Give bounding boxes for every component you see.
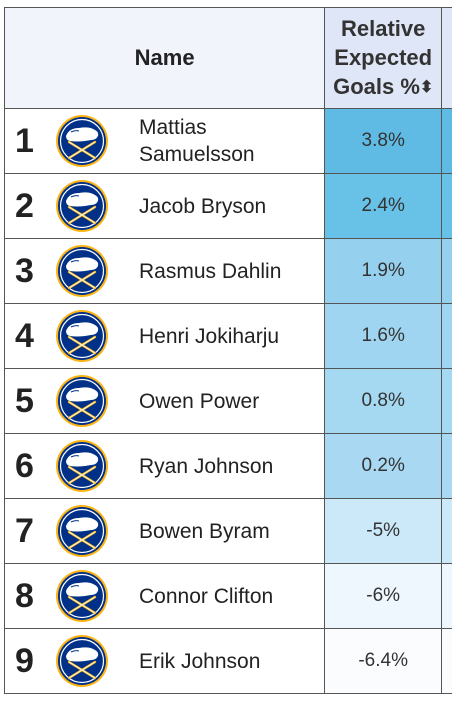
relative-expected-goals-value: 3.8% [324, 108, 443, 174]
player-rank: 9 [15, 641, 34, 680]
next-column-cell-partial [441, 303, 452, 369]
player-name-block[interactable]: Bowen Byram [139, 518, 270, 545]
player-rank: 8 [15, 576, 34, 615]
next-column-cell-partial [441, 498, 452, 564]
table-row[interactable]: 9 Erik Johnson -6.4% [3, 628, 452, 694]
player-name: Bowen Byram [139, 519, 270, 543]
player-name-block[interactable]: Connor Clifton [139, 583, 273, 610]
table-row[interactable]: 4 Henri Jokiharju 1.6% [3, 303, 452, 369]
player-cell: 6 Ryan Johnson [3, 433, 326, 499]
next-column-cell-partial [441, 433, 452, 499]
player-name-block[interactable]: Henri Jokiharju [139, 323, 279, 350]
player-cell: 9 Erik Johnson [3, 628, 326, 694]
player-rank: 4 [15, 316, 34, 355]
player-name: Rasmus Dahlin [139, 259, 282, 283]
metric-label-line3: Goals % [333, 73, 420, 99]
player-cell: 1 Mattias Samuelsson [3, 108, 326, 174]
player-rank: 6 [15, 446, 34, 485]
relative-expected-goals-column-header[interactable]: Relative Expected Goals %⬍ [324, 7, 443, 109]
buffalo-sabres-logo-icon [55, 244, 109, 298]
player-rank: 3 [15, 251, 34, 290]
buffalo-sabres-logo-icon [55, 504, 109, 558]
player-rank: 2 [15, 186, 34, 225]
player-rank: 1 [15, 121, 34, 160]
buffalo-sabres-logo-icon [55, 309, 109, 363]
relative-expected-goals-value: -5% [324, 498, 443, 564]
table-row[interactable]: 8 Connor Clifton -6% [3, 563, 452, 629]
buffalo-sabres-logo-icon [55, 439, 109, 493]
buffalo-sabres-logo-icon [55, 374, 109, 428]
next-column-cell-partial [441, 368, 452, 434]
sort-icon[interactable]: ⬍ [419, 79, 434, 97]
player-name: Jacob Bryson [139, 194, 267, 218]
player-name-block[interactable]: Jacob Bryson [139, 193, 266, 220]
player-rank: 7 [15, 511, 34, 550]
player-cell: 3 Rasmus Dahlin [3, 238, 326, 304]
buffalo-sabres-logo-icon [55, 634, 109, 688]
player-name-block[interactable]: Owen Power [139, 388, 259, 415]
relative-expected-goals-value: 2.4% [324, 173, 443, 239]
table-row[interactable]: 1 Mattias Samuelsson 3.8% [3, 108, 452, 174]
next-column-cell-partial [441, 108, 452, 174]
table-row[interactable]: 7 Bowen Byram -5% [3, 498, 452, 564]
player-name-block[interactable]: Erik Johnson [139, 648, 260, 675]
table-header-row: Name Relative Expected Goals %⬍ [3, 7, 452, 109]
relative-expected-goals-value: -6.4% [324, 628, 443, 694]
metric-label-line1: Relative [340, 15, 426, 41]
player-cell: 7 Bowen Byram [3, 498, 326, 564]
player-name: Erik Johnson [139, 649, 261, 673]
player-name: Owen Power [139, 389, 260, 413]
buffalo-sabres-logo-icon [55, 569, 109, 623]
table-row[interactable]: 5 Owen Power 0.8% [3, 368, 452, 434]
name-column-header[interactable]: Name [3, 7, 326, 109]
relative-expected-goals-value: -6% [324, 563, 443, 629]
player-stats-table: Name Relative Expected Goals %⬍ 1 Mattia… [3, 7, 452, 694]
player-name-line1: Mattias [139, 116, 207, 139]
player-cell: 5 Owen Power [3, 368, 326, 434]
player-name: Connor Clifton [139, 584, 274, 608]
table-row[interactable]: 2 Jacob Bryson 2.4% [3, 173, 452, 239]
next-column-cell-partial [441, 563, 452, 629]
next-column-header-partial [441, 7, 452, 109]
next-column-cell-partial [441, 173, 452, 239]
player-name-block[interactable]: Mattias Samuelsson [139, 114, 255, 168]
player-name-line2: Samuelsson [139, 143, 255, 166]
relative-expected-goals-value: 1.9% [324, 238, 443, 304]
player-cell: 2 Jacob Bryson [3, 173, 326, 239]
player-name-block[interactable]: Rasmus Dahlin [139, 258, 281, 285]
relative-expected-goals-value: 1.6% [324, 303, 443, 369]
relative-expected-goals-value: 0.8% [324, 368, 443, 434]
player-cell: 4 Henri Jokiharju [3, 303, 326, 369]
next-column-cell-partial [441, 628, 452, 694]
buffalo-sabres-logo-icon [55, 179, 109, 233]
table-row[interactable]: 6 Ryan Johnson 0.2% [3, 433, 452, 499]
player-rank: 5 [15, 381, 34, 420]
table-row[interactable]: 3 Rasmus Dahlin 1.9% [3, 238, 452, 304]
metric-label-line2: Expected [334, 44, 433, 70]
name-column-label: Name [134, 45, 195, 70]
player-name: Ryan Johnson [139, 454, 274, 478]
next-column-cell-partial [441, 238, 452, 304]
player-name: Henri Jokiharju [139, 324, 280, 348]
buffalo-sabres-logo-icon [55, 114, 109, 168]
relative-expected-goals-value: 0.2% [324, 433, 443, 499]
player-cell: 8 Connor Clifton [3, 563, 326, 629]
player-name-block[interactable]: Ryan Johnson [139, 453, 273, 480]
